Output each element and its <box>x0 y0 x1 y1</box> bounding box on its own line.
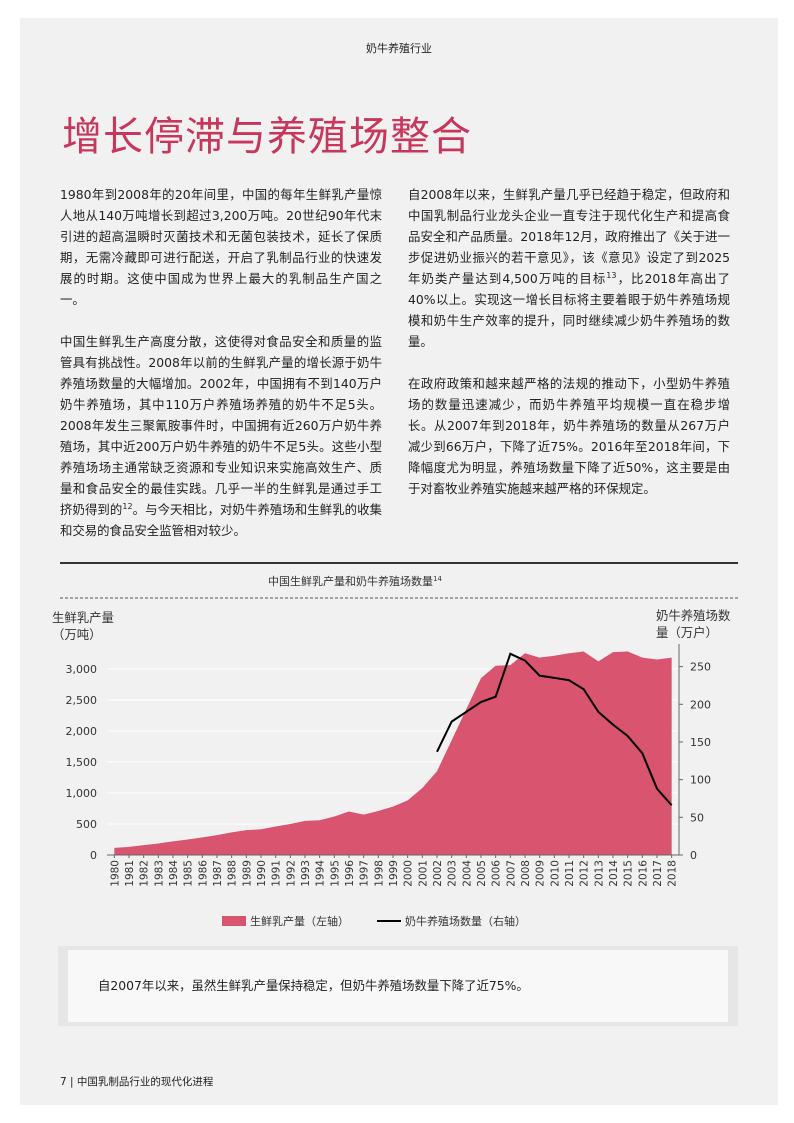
x-tick-label: 2012 <box>579 860 591 887</box>
x-tick-label: 1988 <box>227 860 239 887</box>
line <box>436 652 673 806</box>
x-tick-label: 1993 <box>300 860 312 887</box>
y-tick-label: 0 <box>90 849 97 862</box>
x-tick-label: 1992 <box>285 860 297 887</box>
y2-tick-label: 200 <box>690 698 711 711</box>
x-tick-label: 2016 <box>637 860 649 887</box>
x-tick-label: 1991 <box>271 860 283 887</box>
x-tick-label: 1986 <box>197 860 209 887</box>
x-tick-label: 2006 <box>491 860 503 887</box>
x-tick-label: 2003 <box>447 860 459 887</box>
x-tick-label: 1999 <box>388 860 400 887</box>
y2-axis-label: 量（万户） <box>656 625 718 640</box>
x-tick-label: 1990 <box>256 860 268 887</box>
chart-title: 中国生鲜乳产量和奶牛养殖场数量14 <box>268 574 442 588</box>
x-tick-label: 2018 <box>667 860 679 887</box>
y-tick-label: 2,000 <box>66 725 98 738</box>
running-header: 奶牛养殖行业 <box>366 42 432 55</box>
footnote-ref: 13 <box>606 270 617 280</box>
x-tick-label: 2001 <box>417 860 429 887</box>
y-tick-label: 500 <box>76 818 97 831</box>
x-tick-label: 2005 <box>476 860 488 887</box>
page-title: 增长停滞与养殖场整合 <box>62 114 472 160</box>
x-tick-label: 1997 <box>359 860 371 887</box>
paragraph: 1980年到2008年的20年间里，中国的每年生鲜乳产量惊人地从140万吨增长到… <box>60 184 382 310</box>
paragraph-text: 。与今天相比，对奶牛养殖场和生鲜乳的收集和交易的食品安全监管相对较少。 <box>60 502 383 538</box>
x-tick-label: 2000 <box>403 860 415 887</box>
text-column: 1980年到2008年的20年间里，中国的每年生鲜乳产量惊人地从140万吨增长到… <box>60 184 382 562</box>
x-tick-label: 2008 <box>520 860 532 887</box>
x-tick-label: 1994 <box>315 860 327 887</box>
paragraph-text: 中国生鲜乳生产高度分散，这使得对食品安全和质量的监管具有挑战性。2008年以前的… <box>60 334 382 517</box>
paragraph-text: 1980年到2008年的20年间里，中国的每年生鲜乳产量惊人地从140万吨增长到… <box>60 187 382 307</box>
x-tick-label: 1982 <box>139 860 151 887</box>
paragraph-text: 在政府政策和越来越严格的法规的推动下，小型奶牛养殖场的数量迅速减少，而奶牛养殖平… <box>408 376 730 496</box>
paragraph: 中国生鲜乳生产高度分散，这使得对食品安全和质量的监管具有挑战性。2008年以前的… <box>60 331 382 541</box>
page: 奶牛养殖行业 增长停滞与养殖场整合 1980年到2008年的20年间里，中国的每… <box>20 18 778 1105</box>
x-tick-label: 2011 <box>564 860 576 887</box>
legend-swatch <box>222 916 246 926</box>
text-column: 自2008年以来，生鲜乳产量几乎已经趋于稳定，但政府和中国乳制品行业龙头企业一直… <box>408 184 730 520</box>
y-axis-label: 生鲜乳产量 <box>52 610 114 625</box>
x-tick-label: 2009 <box>535 860 547 887</box>
footnote-ref: 14 <box>433 575 442 583</box>
paragraph: 在政府政策和越来越严格的法规的推动下，小型奶牛养殖场的数量迅速减少，而奶牛养殖平… <box>408 373 730 499</box>
callout-text: 自2007年以来，虽然生鲜乳产量保持稳定，但奶牛养殖场数量下降了近75%。 <box>98 978 529 993</box>
footnote-ref: 12 <box>122 501 133 511</box>
paragraph: 自2008年以来，生鲜乳产量几乎已经趋于稳定，但政府和中国乳制品行业龙头企业一直… <box>408 184 730 352</box>
chart-title-text: 中国生鲜乳产量和奶牛养殖场数量 <box>268 574 433 588</box>
x-tick-label: 1983 <box>153 860 165 887</box>
y2-tick-label: 100 <box>690 774 711 787</box>
x-tick-label: 1981 <box>124 860 136 887</box>
x-tick-label: 1987 <box>212 860 224 887</box>
x-tick-label: 1998 <box>373 860 385 887</box>
x-tick-label: 1995 <box>329 860 341 887</box>
x-tick-label: 2007 <box>505 860 517 887</box>
x-tick-label: 1984 <box>168 860 180 887</box>
x-tick-label: 2015 <box>623 860 635 887</box>
callout-inner: 自2007年以来，虽然生鲜乳产量保持稳定，但奶牛养殖场数量下降了近75%。 <box>68 950 728 1022</box>
x-tick-label: 1985 <box>183 860 195 887</box>
area <box>114 651 672 855</box>
y2-axis-label: 奶牛养殖场数 <box>656 608 731 623</box>
x-tick-label: 2010 <box>549 860 561 887</box>
legend-label: 生鲜乳产量（左轴） <box>250 914 349 928</box>
x-tick-label: 1980 <box>109 860 121 887</box>
y-tick-label: 3,000 <box>66 663 98 676</box>
y-axis-label: （万吨） <box>52 627 102 642</box>
page-number: 7 <box>60 1076 67 1088</box>
callout-box: 自2007年以来，虽然生鲜乳产量保持稳定，但奶牛养殖场数量下降了近75%。 <box>58 946 738 1026</box>
x-tick-label: 1996 <box>344 860 356 887</box>
y-tick-label: 1,500 <box>66 756 98 769</box>
x-tick-label: 1989 <box>241 860 253 887</box>
y-tick-label: 2,500 <box>66 694 98 707</box>
footer-title: 中国乳制品行业的现代化进程 <box>76 1076 214 1088</box>
y2-tick-label: 150 <box>690 736 711 749</box>
paragraph-text: ，比2018年高出了40%以上。实现这一增长目标将主要着眼于奶牛养殖场规模和奶牛… <box>408 271 730 349</box>
y2-tick-label: 250 <box>690 661 711 674</box>
paragraph-text: 自2008年以来，生鲜乳产量几乎已经趋于稳定，但政府和中国乳制品行业龙头企业一直… <box>408 187 730 286</box>
y2-tick-label: 0 <box>690 849 697 862</box>
x-tick-label: 2002 <box>432 860 444 887</box>
x-tick-label: 2017 <box>652 860 664 887</box>
x-tick-label: 2014 <box>608 860 620 887</box>
y2-tick-label: 50 <box>690 811 704 824</box>
x-tick-label: 2004 <box>461 860 473 887</box>
footer: 7 | 中国乳制品行业的现代化进程 <box>60 1076 214 1088</box>
legend-label: 奶牛养殖场数量（右轴） <box>405 914 526 928</box>
y-tick-label: 1,000 <box>66 787 98 800</box>
chart: 中国生鲜乳产量和奶牛养殖场数量14 生鲜乳产量 （万吨） 奶牛养殖场数量（万户） 0 50… <box>52 562 738 928</box>
x-tick-label: 2013 <box>593 860 605 887</box>
